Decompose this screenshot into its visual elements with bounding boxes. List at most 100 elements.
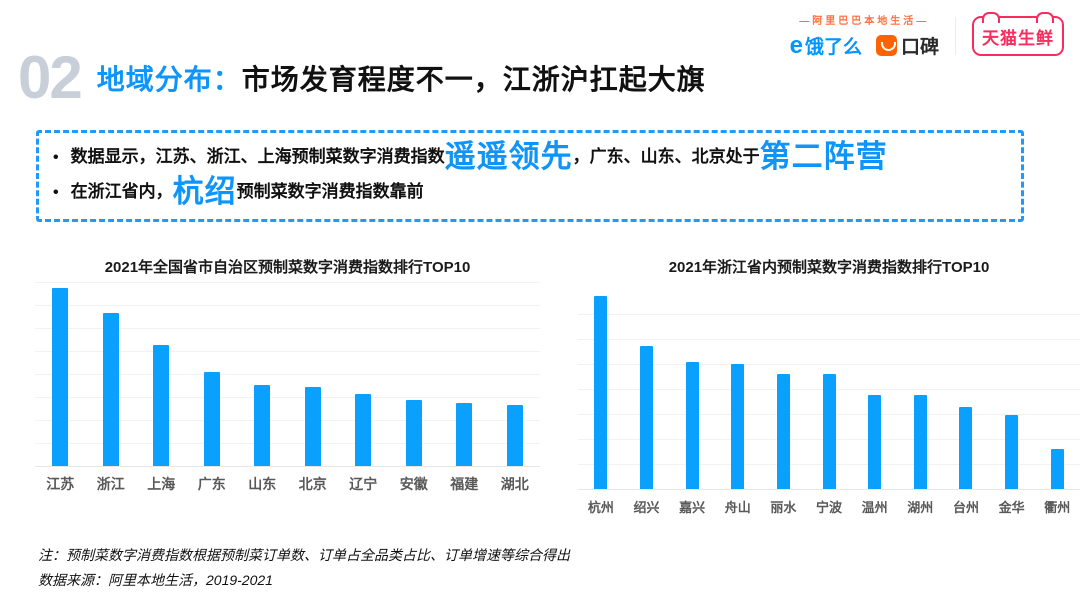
bar-column (578, 290, 624, 489)
section-heading: 02 地域分布：市场发育程度不一，江浙沪扛起大旗 (18, 48, 706, 108)
page-title-rest: 市场发育程度不一，江浙沪扛起大旗 (241, 64, 706, 95)
bar-浙江 (102, 313, 119, 466)
bar-column (86, 282, 137, 466)
x-axis-label-舟山: 舟山 (724, 500, 751, 515)
bar-江苏 (52, 287, 69, 466)
bullet-2-highlight: 杭绍 (172, 174, 237, 209)
logo-row: e 饿了么 口碑 (790, 32, 939, 59)
bar-column (806, 290, 852, 489)
eleme-logo: e 饿了么 (790, 32, 862, 59)
bar-column (288, 282, 339, 466)
alibaba-local-life-tagline: —阿里巴巴本地生活— (799, 16, 930, 27)
x-axis-label-北京: 北京 (298, 476, 327, 492)
footnote-source: 数据来源：阿里本地生活，2019-2021 (38, 572, 273, 589)
bar-column (669, 290, 715, 489)
x-axis-zhejiang: 杭州 绍兴 嘉兴 舟山 丽水 宁波 温州 湖州 台州 金华 衢州 (578, 497, 1080, 516)
tmall-fresh-label: 天猫生鲜 (982, 28, 1054, 48)
bar-湖州 (913, 395, 927, 489)
bullet-2-prefix: 在浙江省内， (70, 182, 173, 201)
bar-辽宁 (355, 394, 372, 466)
x-axis-label-浙江: 浙江 (96, 476, 125, 492)
bar-column (338, 282, 389, 466)
bar-北京 (304, 386, 321, 466)
bullet-1-highlight-2: 第二阵营 (759, 139, 888, 175)
bullet-2: • 在浙江省内，杭绍预制菜数字消费指数靠前 (53, 174, 1009, 209)
page-title: 地域分布：市场发育程度不一，江浙沪扛起大旗 (97, 58, 706, 98)
eleme-label: 饿了么 (804, 37, 862, 58)
bar-湖北 (506, 405, 523, 466)
x-axis-label-江苏: 江苏 (46, 476, 75, 492)
x-axis-label-台州: 台州 (952, 500, 979, 515)
x-axis-label-金华: 金华 (998, 500, 1025, 515)
x-axis-label-宁波: 宁波 (816, 500, 843, 515)
x-axis-label-绍兴: 绍兴 (633, 500, 660, 515)
x-axis-label-杭州: 杭州 (587, 500, 614, 515)
bullet-1-middle: ，广东、山东、北京处于 (572, 147, 760, 167)
bar-山东 (254, 385, 271, 466)
bar-舟山 (731, 363, 745, 489)
x-axis-label-辽宁: 辽宁 (349, 476, 378, 492)
bar-column (1034, 290, 1080, 489)
chart-title-national: 2021年全国省市自治区预制菜数字消费指数排行TOP10 (104, 259, 471, 276)
bar-column (852, 290, 898, 489)
bullet-1-highlight-1: 遥遥领先 (444, 139, 573, 175)
bar-宁波 (822, 373, 836, 489)
x-axis-label-广东: 广东 (197, 476, 226, 492)
x-axis-label-丽水: 丽水 (770, 500, 797, 515)
bar-column (715, 290, 761, 489)
bar-column (35, 282, 86, 466)
plot-area-zhejiang (578, 290, 1080, 490)
page-title-highlight: 地域分布： (96, 64, 242, 95)
x-axis-label-温州: 温州 (861, 500, 888, 515)
bar-column (187, 282, 238, 466)
section-number: 02 (18, 44, 83, 111)
x-axis-label-湖北: 湖北 (500, 476, 529, 492)
chart-zhejiang-top10: 2021年浙江省内预制菜数字消费指数排行TOP10 杭州 绍兴 嘉兴 舟山 丽水 宁波 温州… (578, 256, 1080, 516)
bar-温州 (868, 395, 882, 489)
footnotes: 注：预制菜数字消费指数根据预制菜订单数、订单占全品类占比、订单增速等综合得出 数… (38, 543, 570, 593)
bar-column (389, 282, 440, 466)
chart-title-zhejiang: 2021年浙江省内预制菜数字消费指数排行TOP10 (668, 259, 990, 276)
eleme-icon: e (789, 31, 803, 59)
callout-box: • 数据显示，江苏、浙江、上海预制菜数字消费指数遥遥领先，广东、山东、北京处于第二… (36, 130, 1024, 222)
x-axis-label-衢州: 衢州 (1044, 500, 1071, 515)
bar-福建 (456, 403, 473, 466)
bar-台州 (959, 407, 973, 489)
bullet-1: • 数据显示，江苏、浙江、上海预制菜数字消费指数遥遥领先，广东、山东、北京处于第二… (53, 141, 1009, 174)
bar-column (761, 290, 807, 489)
footnote-definition: 注：预制菜数字消费指数根据预制菜订单数、订单占全品类占比、订单增速等综合得出 (38, 547, 570, 563)
bar-上海 (153, 344, 170, 466)
x-axis-label-湖州: 湖州 (907, 500, 934, 515)
charts-row: 2021年全国省市自治区预制菜数字消费指数排行TOP10 江苏 浙江 上海 广东 山东 北… (35, 256, 1080, 516)
x-axis-label-福建: 福建 (450, 476, 479, 492)
bar-丽水 (776, 373, 790, 489)
x-axis-national: 江苏 浙江 上海 广东 山东 北京 辽宁 安徽 福建 湖北 (35, 474, 540, 494)
bar-column (943, 290, 989, 489)
bar-column (136, 282, 187, 466)
koubei-logo: 口碑 (875, 32, 939, 59)
bar-绍兴 (639, 345, 653, 489)
bar-column (897, 290, 943, 489)
bullet-2-marker: • (53, 184, 59, 201)
plot-area-national (35, 282, 540, 467)
bar-安徽 (405, 399, 422, 466)
brand-logos: —阿里巴巴本地生活— e 饿了么 口碑 天猫生鲜 (790, 11, 1064, 59)
bar-column (439, 282, 490, 466)
x-axis-label-上海: 上海 (147, 476, 176, 492)
bar-广东 (203, 372, 220, 466)
bullet-1-prefix: 数据显示，江苏、浙江、上海预制菜数字消费指数 (70, 147, 445, 167)
tmall-fresh-logo: 天猫生鲜 (972, 11, 1064, 56)
bar-嘉兴 (685, 361, 699, 489)
x-axis-label-安徽: 安徽 (399, 476, 428, 492)
alibaba-local-life-group: —阿里巴巴本地生活— e 饿了么 口碑 (790, 12, 939, 59)
bullet-2-suffix: 预制菜数字消费指数靠前 (236, 182, 424, 201)
bar-column (237, 282, 288, 466)
koubei-label: 口碑 (900, 37, 939, 58)
x-axis-label-山东: 山东 (248, 476, 277, 492)
bar-column (624, 290, 670, 489)
bar-column (490, 282, 541, 466)
koubei-smile-icon (875, 35, 897, 56)
x-axis-label-嘉兴: 嘉兴 (679, 500, 706, 515)
logo-divider (955, 16, 956, 55)
